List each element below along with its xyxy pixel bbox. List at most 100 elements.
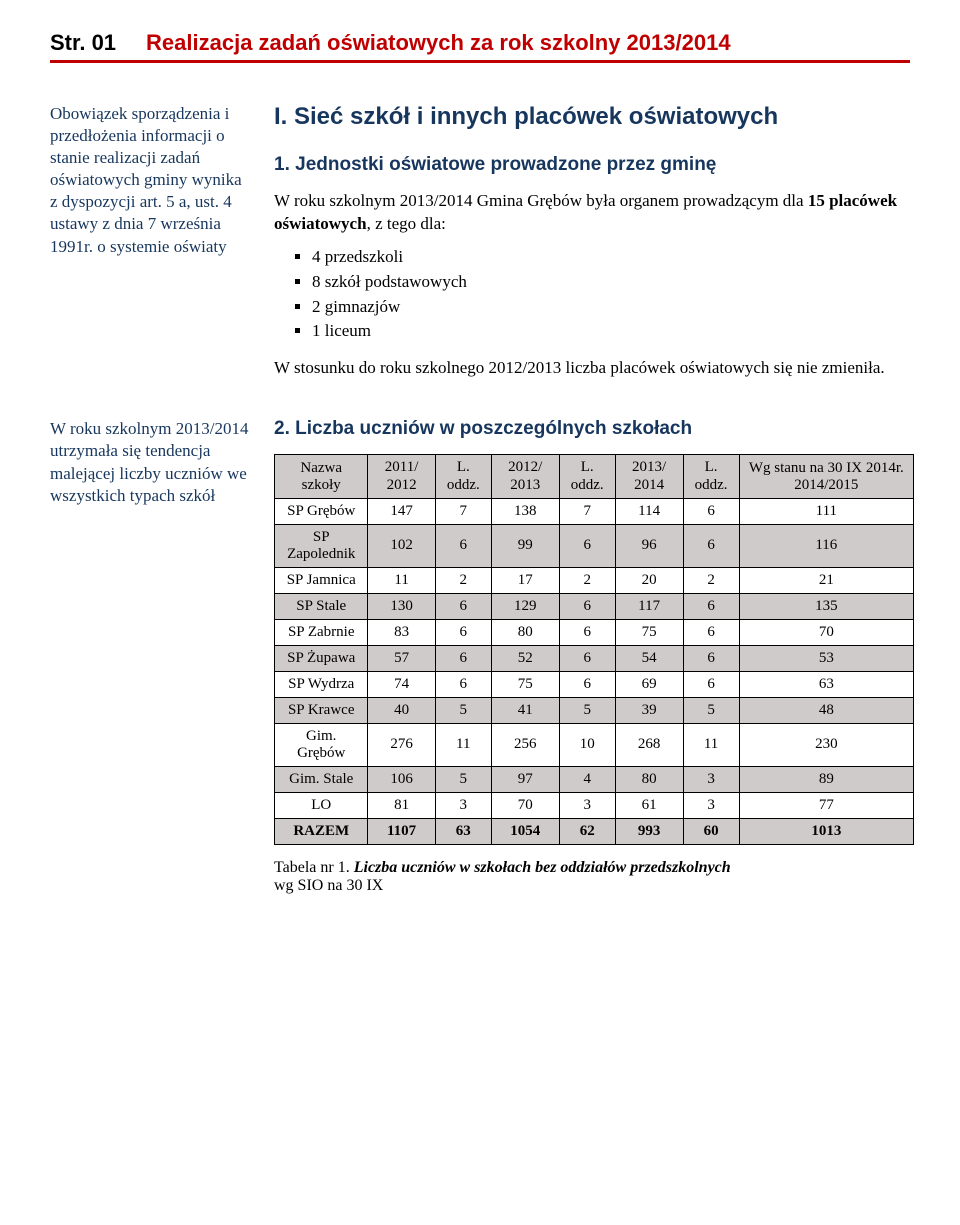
table-cell: 5 — [435, 697, 491, 723]
table-cell: 116 — [739, 524, 913, 567]
table-cell: 114 — [615, 498, 683, 524]
col-year-3: 2013/ 2014 — [615, 455, 683, 499]
table-cell: 20 — [615, 567, 683, 593]
table-cell: SP Zabrnie — [275, 619, 368, 645]
table-cell: 106 — [368, 766, 435, 792]
table-cell: 129 — [491, 593, 559, 619]
table-cell: 11 — [435, 723, 491, 766]
table-cell: 80 — [615, 766, 683, 792]
table-cell: 2 — [435, 567, 491, 593]
table-cell: 268 — [615, 723, 683, 766]
table-cell: 256 — [491, 723, 559, 766]
col-year-1: 2011/ 2012 — [368, 455, 435, 499]
table-cell: SP Krawce — [275, 697, 368, 723]
table-cell: 6 — [683, 645, 739, 671]
table-cell: 3 — [435, 792, 491, 818]
table-cell: 1107 — [368, 818, 435, 844]
facility-list: 4 przedszkoli 8 szkół podstawowych 2 gim… — [274, 246, 910, 344]
table-cell: 40 — [368, 697, 435, 723]
table-cell: 57 — [368, 645, 435, 671]
table-cell: 60 — [683, 818, 739, 844]
students-table: Nazwa szkoły 2011/ 2012 L. oddz. 2012/ 2… — [274, 454, 914, 845]
table-cell: 53 — [739, 645, 913, 671]
header-rule — [50, 60, 910, 63]
subsection-heading-1: 1. Jednostki oświatowe prowadzone przez … — [274, 154, 910, 176]
table-cell: 11 — [368, 567, 435, 593]
col-oddz-1: L. oddz. — [435, 455, 491, 499]
p2-text: W stosunku do roku szkolnego 2012/2013 l… — [274, 357, 910, 380]
table-cell: 39 — [615, 697, 683, 723]
table-cell: SP Wydrza — [275, 671, 368, 697]
table-cell: 89 — [739, 766, 913, 792]
table-cell: 5 — [559, 697, 615, 723]
table-row: SP Zabrnie83680675670 — [275, 619, 914, 645]
table-cell: 77 — [739, 792, 913, 818]
col-year-2: 2012/ 2013 — [491, 455, 559, 499]
table-cell: 1054 — [491, 818, 559, 844]
table-cell: 230 — [739, 723, 913, 766]
table-cell: 6 — [683, 671, 739, 697]
table-cell: 41 — [491, 697, 559, 723]
table-cell: SP Żupawa — [275, 645, 368, 671]
table-cell: 6 — [683, 498, 739, 524]
p1-text-a: W roku szkolnym 2013/2014 Gmina Grębów b… — [274, 191, 808, 210]
table-cell: Gim. Grębów — [275, 723, 368, 766]
sidebar-note-1: Obowiązek sporządzenia i przedłożenia in… — [50, 103, 250, 390]
caption-prefix: Tabela nr 1. — [274, 859, 354, 876]
table-cell: 6 — [435, 619, 491, 645]
section-1: Obowiązek sporządzenia i przedłożenia in… — [50, 103, 910, 390]
table-cell: 7 — [435, 498, 491, 524]
table-cell: 70 — [739, 619, 913, 645]
paragraph-1: W roku szkolnym 2013/2014 Gmina Grębów b… — [274, 190, 910, 236]
table-row: Gim. Grębów276112561026811230 — [275, 723, 914, 766]
col-oddz-2: L. oddz. — [559, 455, 615, 499]
table-cell: 75 — [491, 671, 559, 697]
table-cell: 74 — [368, 671, 435, 697]
table-cell: 3 — [559, 792, 615, 818]
table-cell: LO — [275, 792, 368, 818]
table-cell: 75 — [615, 619, 683, 645]
table-cell: 130 — [368, 593, 435, 619]
paragraph-2: W stosunku do roku szkolnego 2012/2013 l… — [274, 357, 910, 380]
table-cell: 4 — [559, 766, 615, 792]
table-cell: 80 — [491, 619, 559, 645]
caption-title: Liczba uczniów w szkołach bez oddziałów … — [354, 859, 731, 876]
document-header: Str. 01 Realizacja zadań oświatowych za … — [50, 30, 910, 56]
list-item: 2 gimnazjów — [312, 296, 910, 319]
table-cell: SP Stale — [275, 593, 368, 619]
table-cell: 96 — [615, 524, 683, 567]
sidebar-note-2: W roku szkolnym 2013/2014 utrzymała się … — [50, 418, 250, 895]
table-cell: SP Grębów — [275, 498, 368, 524]
table-cell: 70 — [491, 792, 559, 818]
table-row-total: RAZEM110763105462993601013 — [275, 818, 914, 844]
list-item: 8 szkół podstawowych — [312, 271, 910, 294]
table-caption: Tabela nr 1. Liczba uczniów w szkołach b… — [274, 859, 914, 895]
col-oddz-3: L. oddz. — [683, 455, 739, 499]
list-item: 1 liceum — [312, 320, 910, 343]
table-cell: 993 — [615, 818, 683, 844]
page-number: Str. 01 — [50, 30, 116, 56]
table-cell: 61 — [615, 792, 683, 818]
table-cell: 102 — [368, 524, 435, 567]
table-cell: 6 — [683, 619, 739, 645]
table-cell: 6 — [559, 524, 615, 567]
table-cell: 6 — [559, 671, 615, 697]
table-cell: 7 — [559, 498, 615, 524]
col-wg: Wg stanu na 30 IX 2014r. 2014/2015 — [739, 455, 913, 499]
table-cell: 83 — [368, 619, 435, 645]
table-cell: 52 — [491, 645, 559, 671]
table-cell: 5 — [435, 766, 491, 792]
table-cell: 276 — [368, 723, 435, 766]
table-cell: 63 — [435, 818, 491, 844]
table-cell: 1013 — [739, 818, 913, 844]
table-cell: 6 — [559, 619, 615, 645]
table-cell: 6 — [435, 671, 491, 697]
table-cell: 2 — [559, 567, 615, 593]
table-row: LO81370361377 — [275, 792, 914, 818]
table-row: SP Stale130612961176135 — [275, 593, 914, 619]
table-cell: RAZEM — [275, 818, 368, 844]
table-cell: SP Zapolednik — [275, 524, 368, 567]
table-cell: 54 — [615, 645, 683, 671]
table-cell: 97 — [491, 766, 559, 792]
table-row: SP Żupawa57652654653 — [275, 645, 914, 671]
